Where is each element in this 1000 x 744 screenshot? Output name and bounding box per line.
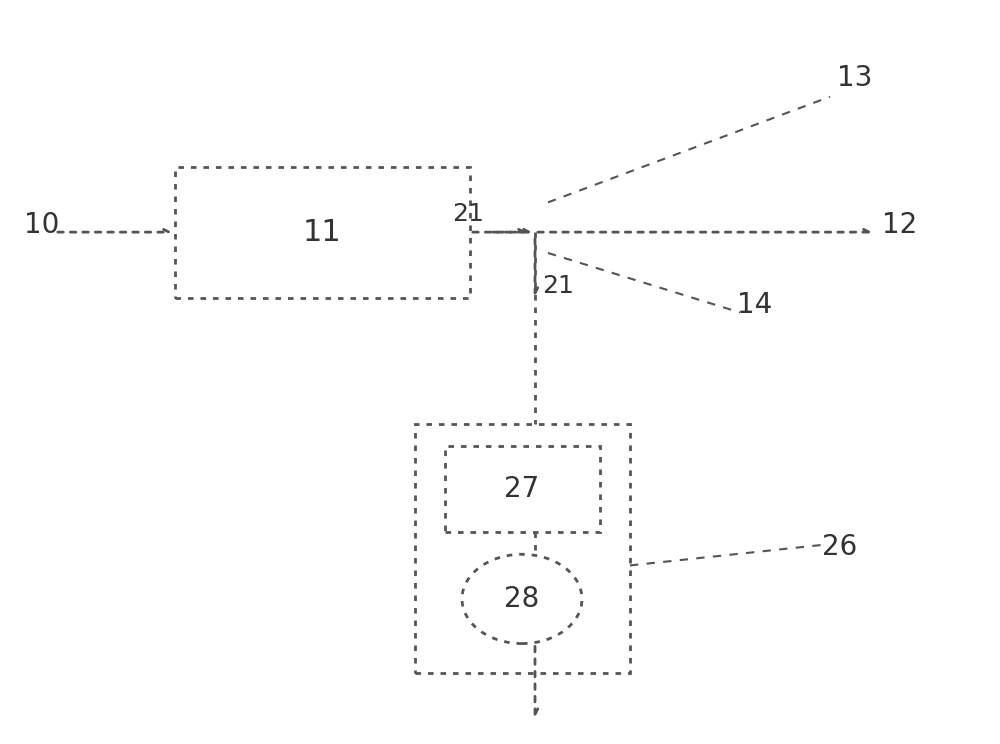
Text: 28: 28 [504,585,540,613]
Bar [175,167,470,298]
Text: 13: 13 [837,64,873,92]
Text: 10: 10 [24,211,60,239]
Text: 27: 27 [504,475,540,503]
Text: 21: 21 [542,275,574,298]
Text: 12: 12 [882,211,917,239]
Text: 11: 11 [303,218,341,246]
Bar [445,446,600,532]
Text: 21: 21 [452,202,484,226]
Bar [415,424,630,673]
Text: 26: 26 [822,533,858,561]
Text: 14: 14 [737,291,773,319]
